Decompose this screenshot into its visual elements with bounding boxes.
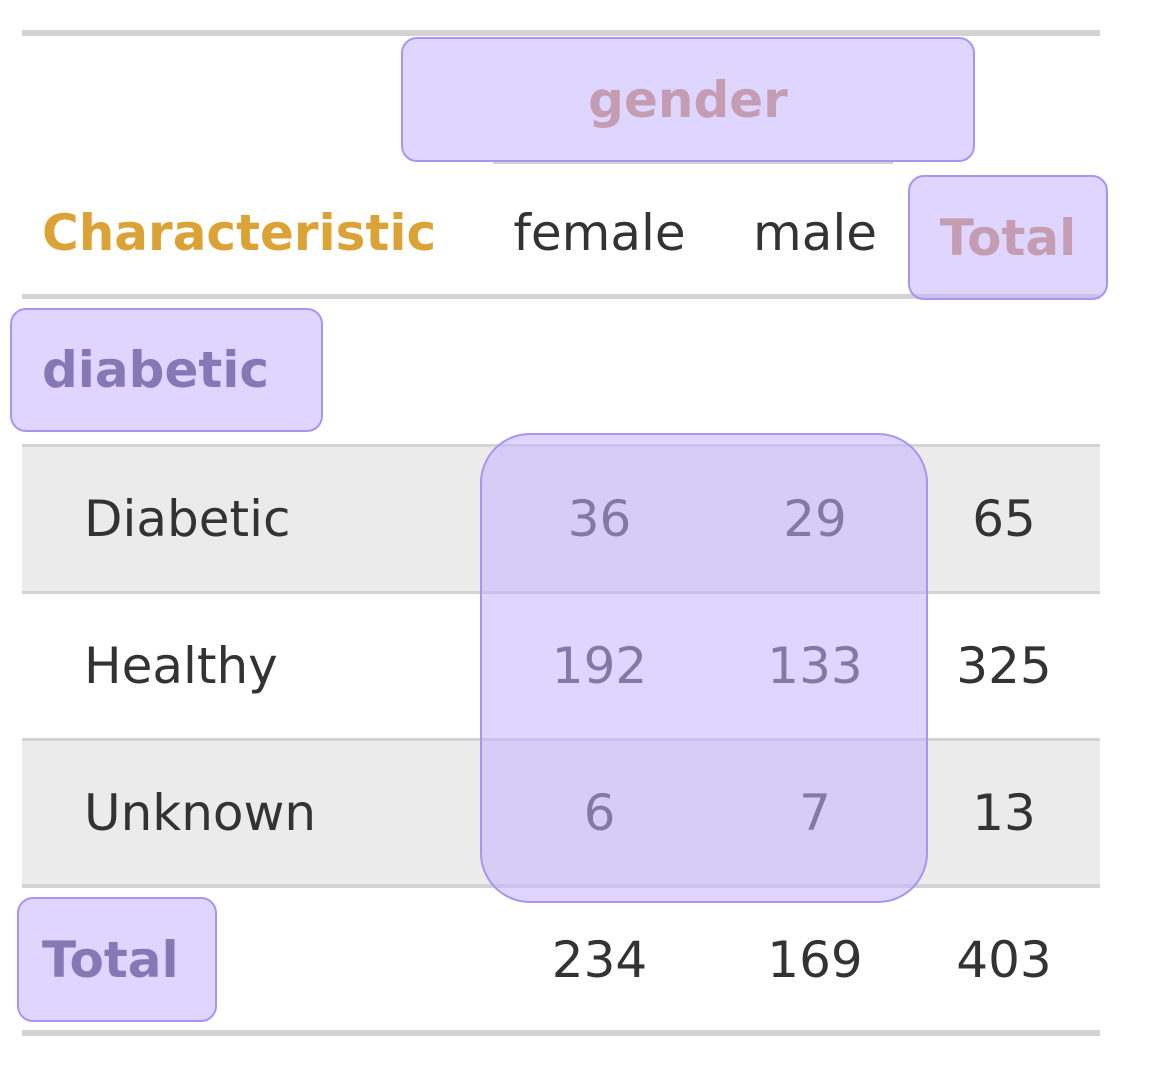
cell: 13 [972, 783, 1036, 842]
cell: 234 [551, 930, 648, 989]
cell: 65 [972, 489, 1036, 548]
row-label: Unknown [84, 783, 317, 842]
top-rule [22, 30, 1100, 36]
spanner-rule [493, 160, 893, 164]
row-label: Healthy [84, 636, 278, 695]
highlight [401, 37, 975, 162]
column-header: Characteristic [42, 203, 437, 262]
highlight [908, 175, 1108, 300]
highlight [480, 433, 928, 903]
row-label: Diabetic [84, 489, 291, 548]
bottom-rule [22, 1030, 1100, 1036]
column-header: male [753, 203, 877, 262]
cell: 325 [956, 636, 1052, 695]
column-header: female [513, 203, 686, 262]
header-rule [22, 294, 1100, 299]
cell: 403 [956, 930, 1052, 989]
highlight [10, 308, 323, 432]
cell: 169 [767, 930, 863, 989]
highlight [17, 897, 217, 1022]
